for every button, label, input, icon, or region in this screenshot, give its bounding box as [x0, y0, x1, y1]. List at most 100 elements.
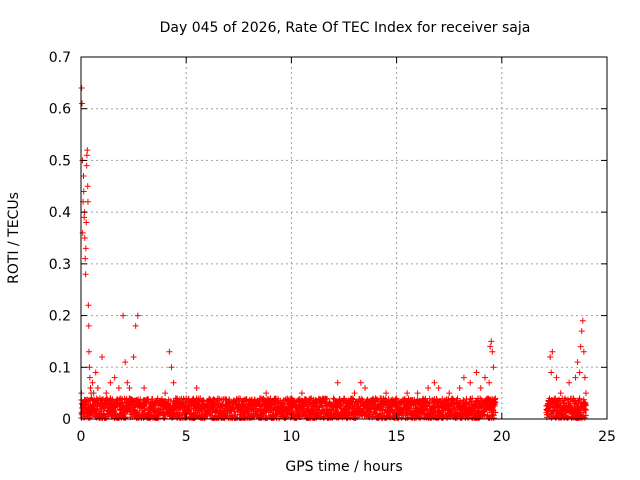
- data-point: [217, 406, 224, 413]
- data-point: [566, 379, 573, 386]
- data-point: [467, 379, 474, 386]
- data-point: [103, 414, 110, 421]
- data-point: [446, 390, 453, 397]
- data-point: [359, 406, 366, 413]
- data-point: [86, 374, 93, 381]
- data-point: [578, 328, 585, 335]
- data-point: [362, 384, 369, 391]
- data-point: [576, 369, 583, 376]
- data-point: [490, 414, 497, 421]
- y-axis-label: ROTI / TECUs: [6, 192, 22, 284]
- data-point: [576, 395, 583, 402]
- data-point: [579, 413, 586, 420]
- axis-ticks: [80, 56, 608, 420]
- data-point: [137, 396, 144, 403]
- data-point: [405, 406, 412, 413]
- data-point: [81, 235, 88, 241]
- data-point: [404, 414, 411, 421]
- x-tick-label: 0: [77, 429, 86, 445]
- chart-title: Day 045 of 2026, Rate Of TEC Index for r…: [160, 20, 531, 36]
- x-tick-label: 25: [598, 429, 616, 445]
- data-point: [103, 390, 110, 397]
- data-point: [547, 353, 554, 360]
- data-point: [93, 407, 100, 414]
- data-point: [549, 348, 556, 355]
- data-point: [117, 399, 124, 406]
- data-point: [298, 390, 305, 397]
- data-point: [572, 374, 579, 381]
- y-tick-labels: 0 0.1 0.2 0.3 0.4 0.5 0.6 0.7: [49, 50, 71, 428]
- data-point: [416, 413, 423, 420]
- data-point: [86, 364, 93, 371]
- data-point: [107, 379, 114, 386]
- grid-lines: [81, 57, 607, 419]
- data-point: [435, 384, 442, 391]
- data-point: [126, 405, 133, 412]
- data-point: [141, 384, 148, 391]
- data-point: [431, 379, 438, 386]
- data-point: [473, 369, 480, 376]
- data-point: [83, 162, 90, 169]
- data-point: [89, 379, 96, 386]
- data-point: [78, 85, 85, 92]
- data-points: [78, 85, 589, 421]
- data-point: [157, 405, 164, 412]
- data-point: [80, 188, 87, 195]
- data-point: [488, 338, 495, 345]
- data-point: [134, 312, 141, 319]
- data-point: [85, 302, 92, 309]
- data-point: [337, 401, 344, 408]
- data-point: [120, 312, 127, 319]
- data-point: [92, 369, 99, 376]
- data-point: [84, 147, 91, 154]
- data-point: [487, 343, 494, 350]
- data-point: [581, 374, 588, 381]
- data-point: [364, 403, 371, 410]
- data-point: [166, 348, 173, 355]
- y-tick-label: 0.5: [49, 153, 71, 169]
- data-point: [83, 219, 90, 226]
- data-point: [82, 245, 89, 252]
- data-point: [134, 407, 141, 414]
- plot-frame: [80, 56, 608, 420]
- data-point: [477, 384, 484, 391]
- y-tick-label: 0.3: [49, 257, 71, 273]
- data-point: [449, 395, 456, 402]
- data-point: [300, 403, 307, 410]
- data-point: [489, 348, 496, 355]
- data-point: [429, 406, 436, 413]
- data-point: [393, 396, 400, 403]
- data-point: [580, 396, 587, 403]
- data-point: [345, 411, 352, 418]
- data-point: [557, 390, 564, 397]
- data-point: [115, 384, 122, 391]
- x-tick-label: 5: [182, 429, 191, 445]
- data-point: [581, 405, 588, 412]
- data-point: [577, 343, 584, 350]
- data-point: [582, 402, 589, 409]
- data-point: [151, 405, 158, 412]
- data-point: [579, 317, 586, 324]
- data-point: [99, 353, 106, 360]
- y-tick-label: 0: [62, 412, 71, 428]
- data-point: [168, 364, 175, 371]
- data-point: [376, 411, 383, 418]
- data-point: [211, 400, 218, 407]
- data-point: [486, 379, 493, 386]
- x-tick-label: 20: [493, 429, 511, 445]
- data-point: [351, 390, 358, 397]
- data-point: [130, 353, 137, 360]
- data-point: [263, 390, 270, 397]
- data-point: [456, 384, 463, 391]
- data-point: [119, 403, 126, 410]
- y-tick-label: 0.1: [49, 360, 71, 376]
- data-point: [220, 409, 227, 416]
- data-point: [79, 100, 86, 107]
- x-axis-label: GPS time / hours: [285, 459, 402, 475]
- data-point: [206, 411, 213, 418]
- data-point: [193, 384, 200, 391]
- data-point: [447, 409, 454, 416]
- data-point: [122, 414, 129, 421]
- data-point: [341, 395, 348, 402]
